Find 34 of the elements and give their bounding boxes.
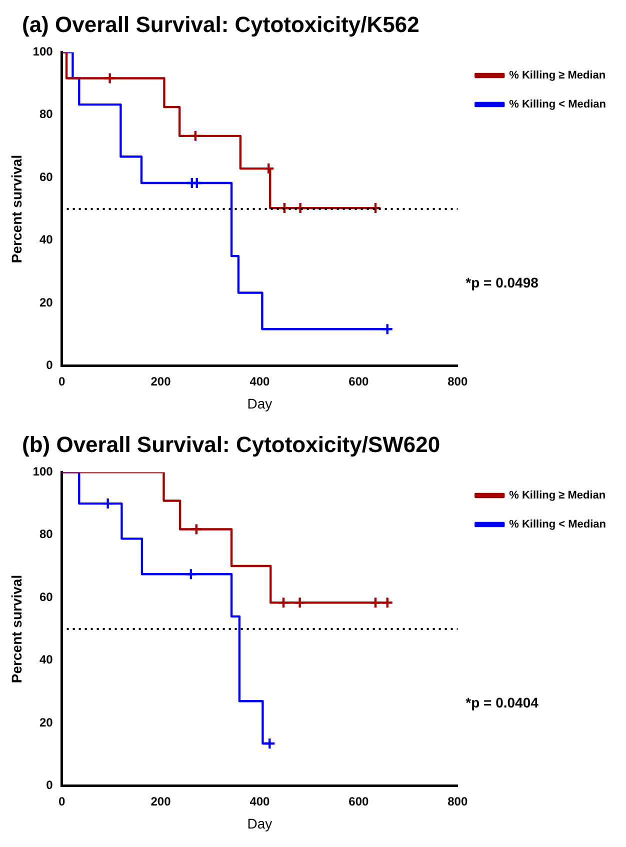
y-tick-label: 100 bbox=[32, 464, 54, 479]
x-tick-label: 600 bbox=[348, 374, 370, 388]
x-tick-label: 200 bbox=[150, 794, 172, 808]
chart-title: (a) Overall Survival: Cytotoxicity/K562 bbox=[21, 11, 420, 39]
y-tick-label: 0 bbox=[46, 778, 54, 792]
text: *p = 0.0498 bbox=[466, 274, 539, 290]
x-tick-label: 800 bbox=[448, 374, 468, 388]
x-axis-title: Day bbox=[247, 815, 272, 832]
y-tick-label: 80 bbox=[39, 527, 54, 542]
x-axis-title: Day bbox=[247, 395, 272, 412]
y-tick-label: 40 bbox=[39, 232, 54, 247]
x-tick-label: 200 bbox=[150, 374, 172, 388]
y-tick-label: 60 bbox=[39, 590, 54, 604]
legend-label: % Killing < Median bbox=[509, 518, 606, 531]
y-tick-label: 20 bbox=[39, 295, 54, 310]
x-tick-label: 600 bbox=[348, 794, 370, 808]
x-tick-label: 400 bbox=[250, 374, 270, 388]
legend-label: % Killing ≥ Median bbox=[509, 490, 606, 502]
y-axis-title: Percent survival bbox=[8, 154, 24, 264]
chart-title: (b) Overall Survival: Cytotoxicity/SW620 bbox=[21, 431, 442, 459]
x-tick-label: 800 bbox=[448, 794, 468, 808]
y-tick-label: 20 bbox=[39, 715, 54, 730]
x-tick-label: 0 bbox=[58, 374, 66, 388]
y-tick-label: 100 bbox=[32, 44, 54, 59]
y-axis-title: Percent survival bbox=[8, 574, 24, 684]
y-tick-label: 60 bbox=[39, 170, 54, 184]
text: *p = 0.0404 bbox=[466, 694, 539, 710]
y-tick-label: 40 bbox=[39, 652, 54, 667]
legend-label: % Killing < Median bbox=[509, 98, 606, 111]
x-tick-label: 0 bbox=[58, 794, 66, 808]
x-tick-label: 400 bbox=[250, 794, 270, 808]
y-tick-label: 0 bbox=[46, 358, 54, 372]
y-tick-label: 80 bbox=[39, 107, 54, 122]
legend-label: % Killing ≥ Median bbox=[509, 70, 606, 82]
